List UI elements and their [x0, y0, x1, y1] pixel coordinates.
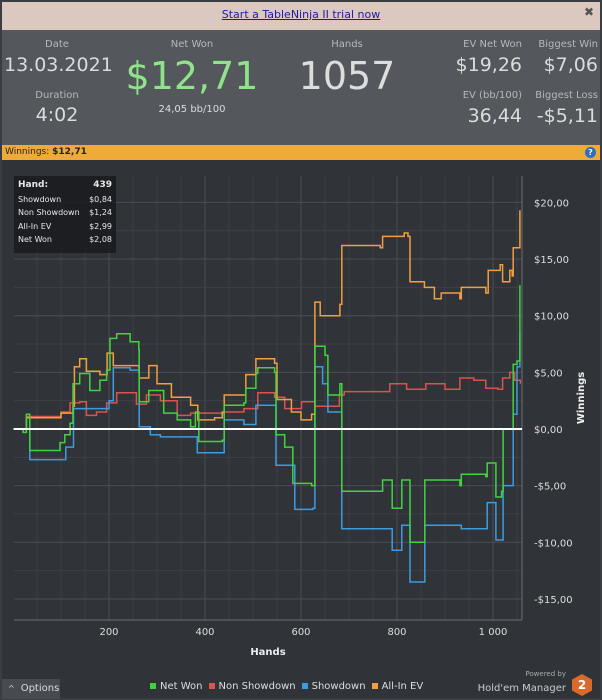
tooltip-value: 439 [93, 180, 112, 190]
options-label: Options [20, 683, 60, 694]
bb-per-100: 24,05 bb/100 [158, 104, 226, 115]
legend-item[interactable]: Non Showdown [208, 681, 296, 692]
powered-by: Powered by [525, 670, 566, 678]
winnings-label: Winnings: [5, 147, 50, 157]
x-tick-label: 600 [291, 627, 310, 638]
session-stats: Date 13.03.2021 Duration 4:02 Net Won $1… [2, 30, 600, 145]
chart-legend: Net Won Non Showdown Showdown All-In EV [150, 681, 423, 692]
tooltip-value: $1,24 [89, 208, 112, 217]
date-value: 13.03.2021 [4, 54, 113, 76]
winnings-value: $12,71 [52, 147, 87, 157]
legend-swatch-icon [150, 683, 156, 689]
y-axis-title: Winnings [576, 372, 587, 424]
y-tick-label: $0,00 [534, 425, 563, 436]
x-tick-label: 800 [387, 627, 406, 638]
brand-name: Hold'em Manager [477, 683, 566, 694]
biggest-loss-value: -$5,11 [536, 105, 598, 127]
legend-label: Non Showdown [218, 681, 296, 692]
x-tick-label: 1 000 [479, 627, 508, 638]
y-tick-label: -$10,00 [534, 538, 573, 549]
tooltip-row: Non Showdown $1,24 [18, 206, 112, 220]
tooltip-value: $0,84 [89, 194, 112, 204]
trial-link[interactable]: Start a TableNinja II trial now [221, 8, 381, 21]
net-won-value: $12,71 [125, 54, 259, 98]
help-icon[interactable]: ? [585, 147, 596, 158]
x-axis-title: Hands [250, 647, 285, 658]
legend-item[interactable]: Net Won [150, 681, 203, 692]
y-tick-label: -$15,00 [534, 595, 573, 606]
date-label: Date [45, 39, 69, 50]
y-tick-label: $5,00 [534, 368, 563, 379]
legend-item[interactable]: All-In EV [371, 681, 424, 692]
tooltip-key: Hand: [18, 180, 49, 190]
legend-swatch-icon [301, 683, 308, 689]
tooltip-row: All-In EV $2,99 [18, 220, 112, 234]
series-line-non-showdown [13, 371, 522, 430]
series-line-all-in-ev [13, 210, 521, 430]
tooltip-value: $2,08 [89, 235, 112, 244]
ev-bb-label: EV (bb/100) [462, 90, 522, 101]
tooltip-key: Showdown [18, 194, 62, 204]
legend-swatch-icon [371, 683, 378, 689]
legend-label: All-In EV [381, 681, 424, 692]
chevron-up-icon: ^ [8, 684, 15, 693]
chart-series [13, 210, 522, 583]
hand-tooltip: Hand: 439 Showdown $0,84 Non Showdown $1,24 Al… [14, 176, 116, 253]
biggest-win-label: Biggest Win [538, 39, 598, 50]
duration-label: Duration [35, 90, 79, 101]
x-tick-label: 400 [195, 627, 214, 638]
tooltip-key: Net Won [18, 235, 52, 244]
y-tick-label: $15,00 [534, 255, 569, 266]
net-won-label: Net Won [170, 39, 214, 50]
biggest-win-value: $7,06 [543, 54, 598, 76]
legend-label: Showdown [311, 681, 366, 692]
duration-value: 4:02 [35, 104, 79, 126]
hands-label: Hands [331, 39, 363, 50]
ev-bb-value: 36,44 [467, 105, 522, 127]
legend-item[interactable]: Showdown [301, 681, 366, 692]
series-line-showdown [13, 332, 521, 583]
x-tick-label: 200 [99, 627, 118, 638]
winnings-bar: Winnings: $12,71 ? [2, 145, 600, 160]
tooltip-value: $2,99 [89, 221, 112, 231]
hands-value: 1057 [298, 54, 396, 98]
ev-net-won-value: $19,26 [455, 54, 522, 76]
options-button[interactable]: ^ Options [2, 679, 60, 699]
close-icon[interactable]: ✖ [583, 5, 594, 19]
legend-swatch-icon [208, 683, 215, 689]
tooltip-row: Showdown $0,84 [18, 193, 112, 207]
tooltip-row: Hand: 439 [18, 179, 112, 193]
chart-axes: 200 400 600 800 1 000 -$15,00 -$10,00 -$5,00 $0,… [14, 176, 587, 658]
y-tick-label: $20,00 [534, 198, 569, 209]
tooltip-row: Net Won $2,08 [18, 233, 112, 247]
series-line-net-won [13, 285, 521, 544]
tooltip-key: All-In EV [18, 221, 52, 231]
trial-banner: Start a TableNinja II trial now ✖ [2, 2, 600, 30]
biggest-loss-label: Biggest Loss [535, 90, 598, 101]
y-tick-label: $10,00 [534, 312, 569, 323]
hm2-logo-icon: 2 [572, 674, 592, 696]
y-tick-label: -$5,00 [534, 482, 566, 493]
tooltip-key: Non Showdown [18, 208, 80, 217]
ev-net-won-label: EV Net Won [463, 39, 522, 50]
legend-label: Net Won [160, 681, 203, 692]
